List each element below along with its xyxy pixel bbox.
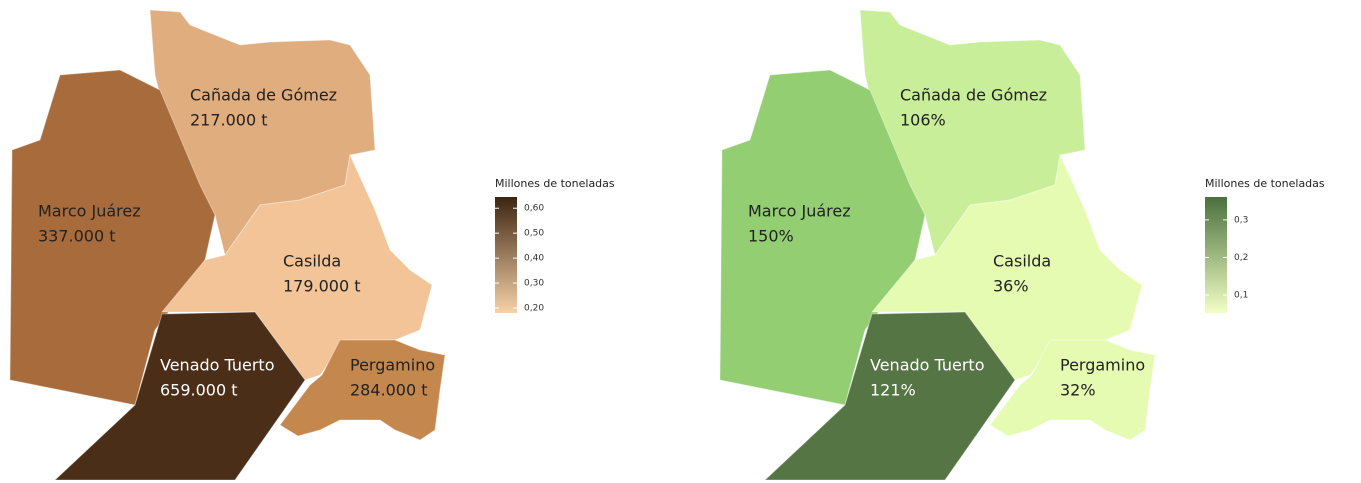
region	[160, 153, 433, 381]
map: Cañada de Gómez 217.000 t Marco Juárez 337.…	[9, 9, 446, 481]
legend-tick-label: 0,40	[524, 254, 544, 264]
legend-tick-label: 0,3	[1234, 215, 1248, 225]
legend-tick-label: 0,20	[524, 304, 544, 314]
region-name: Cañada de Gómez	[900, 86, 1047, 105]
region-label: 217.000 t	[190, 111, 268, 130]
region-name: Casilda	[993, 252, 1051, 271]
region-name: Casilda	[283, 252, 341, 271]
legend-bar	[495, 197, 517, 313]
region-label: 337.000 t	[38, 227, 116, 246]
region	[870, 153, 1143, 381]
region	[763, 311, 1016, 481]
region-label: 36%	[993, 277, 1029, 296]
region-name: Marco Juárez	[748, 202, 851, 221]
region	[53, 311, 306, 481]
legend-title: Millones de toneladas	[1205, 177, 1325, 190]
region	[279, 339, 446, 441]
region-name: Pergamino	[350, 356, 435, 375]
region-name: Marco Juárez	[38, 202, 141, 221]
region-name: Venado Tuerto	[160, 356, 275, 375]
region-name: Cañada de Gómez	[190, 86, 337, 105]
region-label: 284.000 t	[350, 381, 428, 400]
legend-tick-label: 0,30	[524, 279, 544, 289]
region-label: 659.000 t	[160, 381, 238, 400]
legend-tick-label: 0,50	[524, 229, 544, 239]
legend-tick-label: 0,1	[1234, 290, 1248, 300]
region-label: 150%	[748, 227, 794, 246]
legend-tick-label: 0,60	[524, 204, 544, 214]
region-label: 32%	[1060, 381, 1096, 400]
region-label: 121%	[870, 381, 916, 400]
legend-tick-label: 0,2	[1234, 253, 1248, 263]
legend-bar	[1205, 197, 1227, 313]
legend-title: Millones de toneladas	[495, 177, 615, 190]
map: Cañada de Gómez 106% Marco Juárez 150% Casil…	[719, 9, 1156, 481]
region-name: Pergamino	[1060, 356, 1145, 375]
region-name: Venado Tuerto	[870, 356, 985, 375]
region	[989, 339, 1156, 441]
region-label: 179.000 t	[283, 277, 361, 296]
region-label: 106%	[900, 111, 946, 130]
